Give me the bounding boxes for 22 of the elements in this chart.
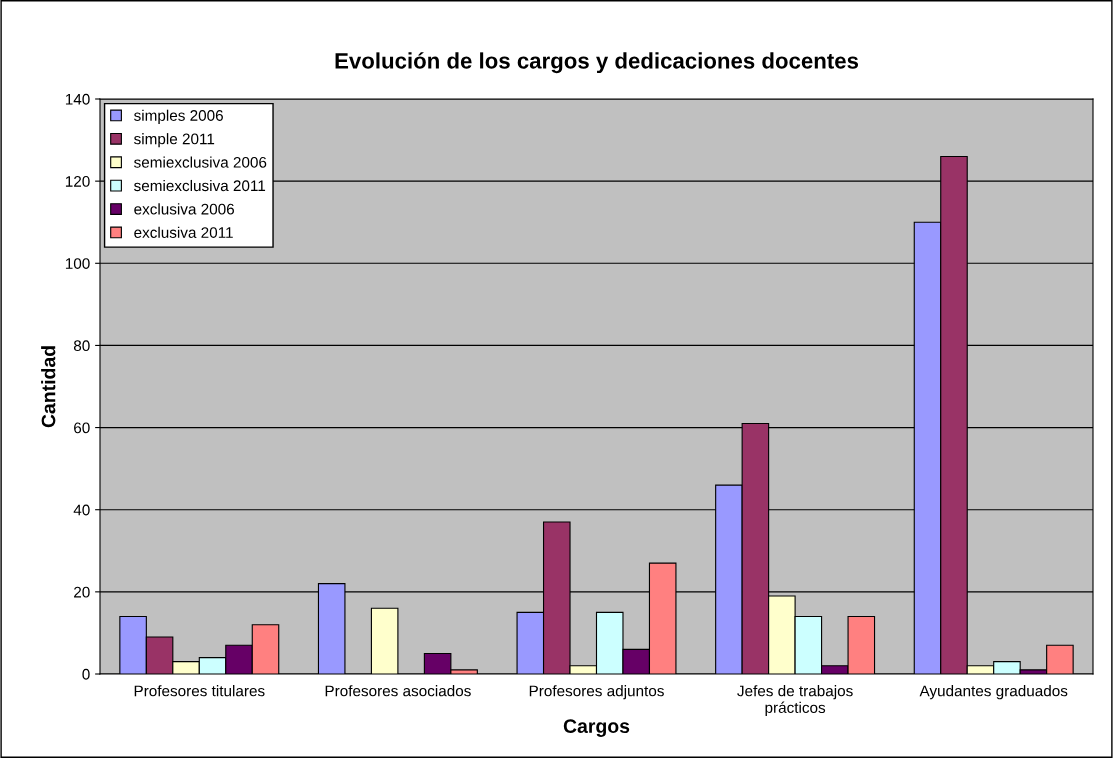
- x-tick-label: Profesores adjuntos: [529, 685, 664, 700]
- chart-title: Evolución de los cargos y dedicaciones docentes: [335, 52, 859, 74]
- legend-label: exclusiva 2011: [134, 226, 233, 238]
- legend-label: exclusiva 2006: [134, 203, 235, 215]
- y-tick-label: 140: [65, 93, 90, 105]
- y-tick-label: 0: [82, 668, 90, 680]
- y-tick-label: 100: [65, 258, 90, 269]
- legend-label: simple 2011: [134, 133, 215, 148]
- legend-label: semiexclusiva 2011: [134, 179, 266, 192]
- x-tick-label: Jefes de trabajos prácticos: [737, 685, 853, 717]
- y-tick-label: 40: [73, 504, 90, 516]
- y-tick-label: 80: [73, 340, 90, 352]
- x-axis-title: Cargos: [563, 719, 630, 737]
- legend-label: simples 2006: [134, 109, 223, 124]
- y-tick-label: 60: [74, 422, 90, 434]
- x-tick-label: Profesores titulares: [134, 685, 265, 697]
- y-tick-label: 120: [65, 176, 90, 187]
- x-tick-label: Ayudantes graduados: [919, 685, 1068, 700]
- legend-label: semiexclusiva 2006: [134, 156, 267, 168]
- y-tick-label: 20: [74, 586, 90, 598]
- y-axis-title: Cantidad: [41, 346, 56, 428]
- x-tick-label: Profesores asociados: [325, 685, 471, 697]
